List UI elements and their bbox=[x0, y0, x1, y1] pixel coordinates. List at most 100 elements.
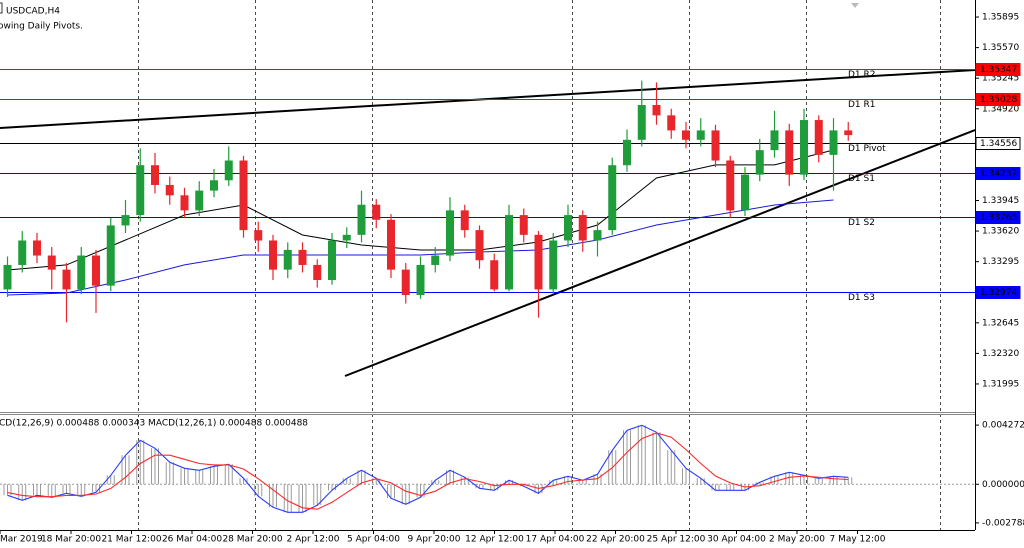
x-tick-label: 5 Apr 04:00 bbox=[347, 535, 400, 545]
macd-panel bbox=[0, 424, 975, 513]
pivot-label: D1 Pivot bbox=[848, 144, 886, 154]
candle-body bbox=[239, 160, 248, 231]
candle-body bbox=[475, 230, 484, 261]
pivot-price-label: 1.33765 bbox=[980, 213, 1017, 223]
pivot-price-box bbox=[975, 93, 1021, 106]
candle-body bbox=[446, 210, 454, 256]
candle-body bbox=[800, 120, 808, 175]
candle-body bbox=[667, 115, 676, 131]
pivot-price-box bbox=[975, 167, 1021, 180]
y-tick-label: 1.32320 bbox=[982, 349, 1019, 359]
trendline bbox=[344, 129, 975, 377]
y-tick-label: 1.35570 bbox=[982, 43, 1019, 53]
candle-body bbox=[372, 204, 381, 220]
x-tick-label: 2 Apr 12:00 bbox=[287, 535, 340, 545]
y-tick-label: 1.35245 bbox=[982, 74, 1019, 84]
candle-body bbox=[416, 264, 425, 296]
candle-body bbox=[549, 240, 558, 290]
candle-body bbox=[121, 215, 130, 226]
candle-body bbox=[254, 230, 263, 241]
indicator-name: owing Daily Pivots. bbox=[0, 22, 83, 32]
candle-body bbox=[387, 219, 395, 270]
candle-body bbox=[593, 230, 602, 241]
grid bbox=[138, 0, 941, 530]
candle-body bbox=[342, 234, 351, 241]
candle-body bbox=[844, 130, 853, 136]
pivot-price-box bbox=[975, 211, 1021, 224]
candle-body bbox=[829, 130, 838, 155]
candle-body bbox=[564, 215, 572, 241]
pivot-price-box bbox=[975, 63, 1021, 76]
x-tick-label: 30 Apr 04:00 bbox=[707, 535, 766, 545]
x-tick-label: 28 Mar 20:00 bbox=[222, 535, 282, 545]
x-tick-label: 7 May 12:00 bbox=[830, 535, 886, 545]
candle-body bbox=[814, 120, 823, 155]
pivot-price-label: 1.35347 bbox=[980, 65, 1017, 75]
pivot-price-label: 1.32974 bbox=[980, 288, 1017, 298]
candle-body bbox=[755, 150, 764, 175]
macd-signal-line bbox=[7, 432, 849, 510]
candle-body bbox=[77, 255, 86, 290]
candle-body bbox=[136, 165, 145, 216]
pivot-label: D1 S2 bbox=[848, 218, 875, 228]
pivot-price-label: 1.34556 bbox=[980, 139, 1017, 149]
pivot-label: D1 S3 bbox=[848, 293, 875, 303]
pivot-label: D1 R1 bbox=[848, 100, 876, 110]
y-tick-label: 1.33945 bbox=[982, 196, 1019, 206]
candle-body bbox=[165, 184, 174, 196]
shift-marker bbox=[851, 3, 859, 8]
macd-y-tick-label: -0.002788 bbox=[982, 518, 1024, 528]
x-tick-label: 2 May 20:00 bbox=[769, 535, 825, 545]
x-tick-label: 21 Mar 12:00 bbox=[101, 535, 161, 545]
price-panel: D1 R2 D1 R1 D1 Pivot D1 S1 D1 S2 D1 S3 bbox=[0, 69, 975, 377]
candle-body bbox=[490, 260, 499, 290]
x-tick-label: 18 Mar 20:00 bbox=[41, 535, 101, 545]
candle-body bbox=[92, 255, 100, 286]
x-tick-label: 25 Apr 12:00 bbox=[647, 535, 706, 545]
candle-body bbox=[431, 255, 440, 265]
candle-body bbox=[195, 190, 204, 211]
y-tick-label: 1.31995 bbox=[982, 379, 1019, 389]
axes: 1.35895 1.35570 1.35245 1.34920 1.33945 1.336… bbox=[0, 13, 1024, 545]
candle-body bbox=[460, 210, 469, 231]
candle-body bbox=[62, 269, 71, 290]
candle-body bbox=[313, 264, 322, 280]
candle-body bbox=[711, 130, 720, 161]
y-tick-label: 1.34920 bbox=[982, 104, 1019, 114]
x-tick-label: 9 Apr 20:00 bbox=[408, 535, 461, 545]
chart-title: USDCAD,H4 bbox=[6, 7, 60, 17]
macd-title: CD(12,26,9) 0.000488 0.000343 MACD(12,26… bbox=[0, 419, 308, 429]
pivot-price-label: 1.34237 bbox=[980, 169, 1017, 179]
candle-body bbox=[652, 104, 661, 116]
x-tick-label: 12 Apr 12:00 bbox=[465, 535, 524, 545]
candle-body bbox=[578, 215, 587, 241]
candle-body bbox=[298, 249, 307, 265]
candle-body bbox=[180, 195, 189, 211]
candle-body bbox=[357, 204, 366, 235]
candle-body bbox=[696, 130, 705, 140]
pivot-label: D1 R2 bbox=[848, 70, 876, 80]
macd-y-tick-label: 0.004272 bbox=[982, 421, 1024, 431]
candle-body bbox=[151, 165, 159, 185]
pivot-label: D1 S1 bbox=[848, 174, 875, 184]
x-tick-label: 17 Apr 04:00 bbox=[526, 535, 585, 545]
candle-body bbox=[269, 240, 277, 270]
x-tick-label: 22 Apr 20:00 bbox=[586, 535, 645, 545]
candle-body bbox=[623, 139, 631, 166]
candle-body bbox=[328, 240, 336, 280]
candle-body bbox=[18, 240, 27, 265]
candle-body bbox=[210, 180, 218, 191]
moving-average bbox=[7, 199, 834, 296]
candle-body bbox=[608, 165, 617, 231]
candle-body bbox=[283, 249, 292, 270]
candle-body bbox=[770, 130, 779, 151]
pivot-price-label: 1.35028 bbox=[980, 95, 1017, 105]
candle-body bbox=[106, 225, 115, 286]
candle-body bbox=[785, 130, 794, 175]
candle-body bbox=[3, 264, 12, 290]
pivot-price-box bbox=[975, 286, 1021, 299]
candle-body bbox=[224, 160, 233, 181]
candle-body bbox=[47, 255, 56, 270]
y-tick-label: 1.35895 bbox=[982, 13, 1019, 23]
